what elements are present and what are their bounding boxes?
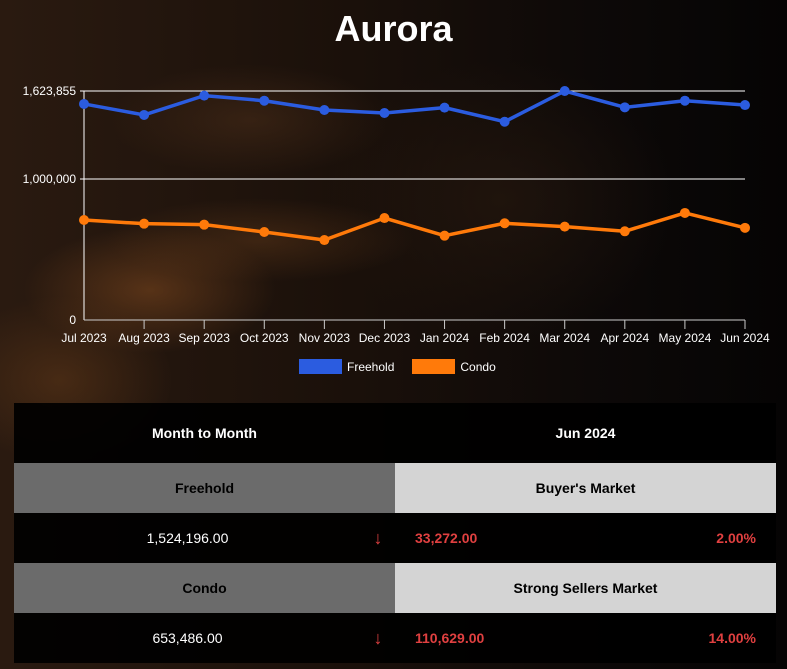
market-status-condo: Strong Sellers Market	[395, 563, 776, 613]
data-point-condo[interactable]	[740, 222, 750, 233]
x-tick-label: Nov 2023	[299, 331, 351, 345]
condo-price: 653,486.00	[152, 630, 223, 646]
legend-label-freehold: Freehold	[347, 359, 395, 374]
freehold-percent: 2.00%	[716, 530, 756, 546]
data-point-freehold[interactable]	[499, 116, 510, 127]
legend-swatch-freehold	[299, 359, 342, 374]
data-point-freehold[interactable]	[379, 107, 390, 118]
data-point-condo[interactable]	[259, 227, 270, 238]
market-summary-table: Month to Month Jun 2024 Freehold Buyer's…	[14, 403, 776, 663]
table-row-condo-values: 653,486.00 ↓ 110,629.00 14.00%	[14, 613, 776, 663]
legend-swatch-condo	[412, 359, 456, 374]
x-tick-label: Feb 2024	[479, 331, 530, 345]
y-tick-label: 1,623,855	[23, 84, 77, 98]
data-point-freehold[interactable]	[740, 100, 750, 111]
x-tick-label: Jul 2023	[61, 331, 107, 345]
table-row-freehold-label: Freehold Buyer's Market	[14, 463, 776, 513]
chart-legend: Freehold Condo	[299, 359, 510, 374]
chart-series	[79, 86, 750, 246]
data-point-freehold[interactable]	[319, 105, 330, 116]
table-header-row: Month to Month Jun 2024	[14, 403, 776, 463]
data-point-condo[interactable]	[559, 221, 570, 232]
property-type-condo: Condo	[14, 563, 395, 613]
data-point-condo[interactable]	[199, 219, 210, 230]
data-point-freehold[interactable]	[559, 86, 570, 96]
data-point-condo[interactable]	[139, 218, 150, 229]
table-row-condo-label: Condo Strong Sellers Market	[14, 563, 776, 613]
x-tick-label: Sep 2023	[178, 331, 230, 345]
header-month-to-month: Month to Month	[152, 425, 257, 441]
condo-change: 110,629.00	[415, 630, 485, 646]
data-point-freehold[interactable]	[199, 90, 210, 101]
header-period: Jun 2024	[555, 425, 616, 441]
series-line-freehold	[83, 89, 746, 124]
data-point-freehold[interactable]	[679, 95, 690, 106]
arrow-down-icon: ↓	[373, 627, 383, 648]
market-status-freehold: Buyer's Market	[395, 463, 776, 513]
chart-axes: 0 1,000,000 1,623,855 Jul 2023 Aug 2023 Sep 2…	[23, 84, 770, 345]
data-point-freehold[interactable]	[439, 102, 450, 113]
freehold-change: 33,272.00	[415, 530, 478, 546]
y-tick-label: 0	[69, 313, 76, 327]
property-type-freehold: Freehold	[14, 463, 395, 513]
data-point-freehold[interactable]	[259, 95, 270, 106]
x-tick-label: Jun 2024	[720, 331, 770, 345]
data-point-condo[interactable]	[439, 230, 450, 241]
data-point-condo[interactable]	[379, 213, 390, 224]
line-chart: 0 1,000,000 1,623,855 Jul 2023 Aug 2023 Sep 2…	[23, 84, 770, 345]
data-point-condo[interactable]	[499, 218, 510, 229]
x-tick-label: Aug 2023	[118, 331, 170, 345]
y-tick-label: 1,000,000	[23, 172, 77, 186]
x-tick-label: Dec 2023	[359, 331, 411, 345]
chart-grid	[80, 90, 745, 180]
table-row-freehold-values: 1,524,196.00 ↓ 33,272.00 2.00%	[14, 513, 776, 563]
data-point-condo[interactable]	[79, 215, 89, 226]
data-point-freehold[interactable]	[79, 98, 89, 109]
data-point-condo[interactable]	[679, 207, 690, 218]
data-point-condo[interactable]	[619, 226, 630, 237]
x-tick-label: Oct 2023	[240, 331, 289, 345]
arrow-down-icon: ↓	[373, 527, 383, 548]
chart-title: Aurora	[334, 8, 453, 49]
x-tick-label: Mar 2024	[539, 331, 590, 345]
freehold-price: 1,524,196.00	[146, 530, 229, 546]
series-line-condo	[83, 211, 746, 242]
x-tick-label: Apr 2024	[600, 331, 649, 345]
data-point-freehold[interactable]	[139, 109, 150, 120]
condo-percent: 14.00%	[708, 630, 756, 646]
x-tick-label: Jan 2024	[420, 331, 470, 345]
x-tick-label: May 2024	[659, 331, 712, 345]
data-point-condo[interactable]	[319, 235, 330, 246]
data-point-freehold[interactable]	[619, 102, 630, 113]
legend-label-condo: Condo	[460, 359, 496, 374]
